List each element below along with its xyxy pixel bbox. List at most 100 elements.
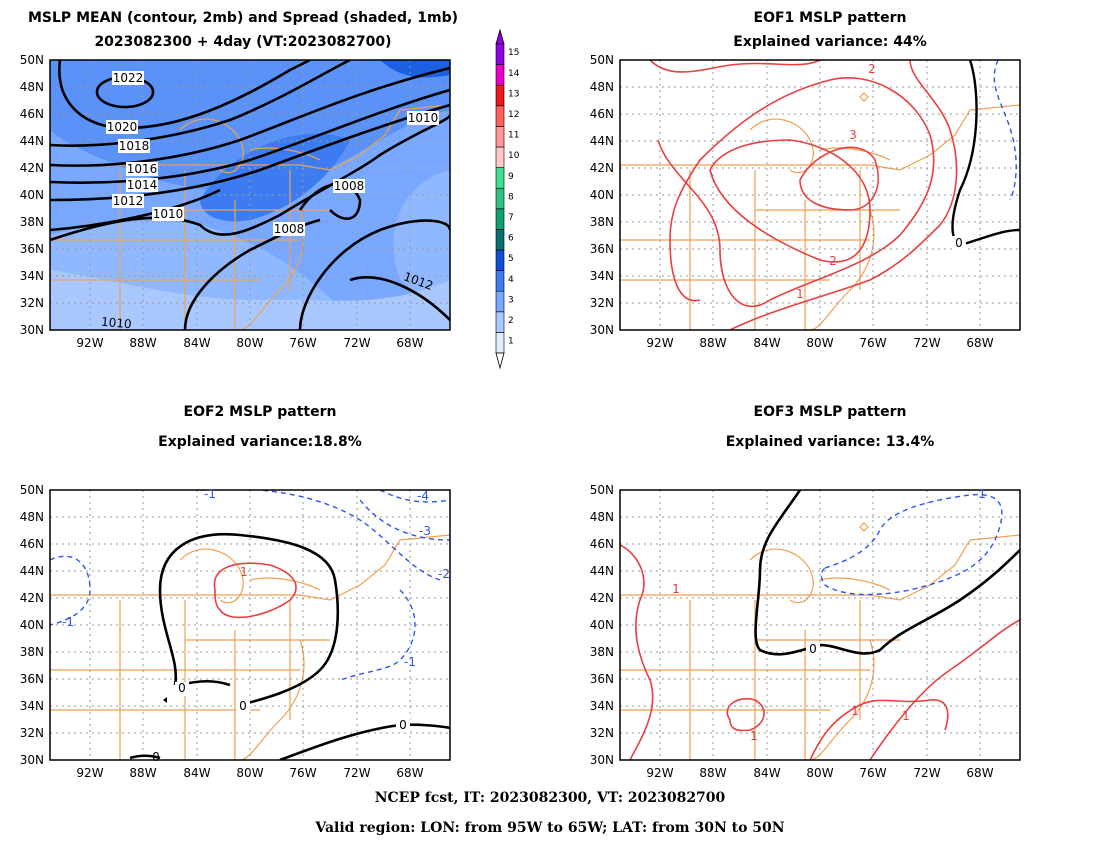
contour-label: 3 bbox=[849, 128, 857, 142]
lon-tick-label: 92W bbox=[646, 336, 673, 350]
lon-tick-label: 88W bbox=[699, 766, 726, 780]
lon-tick-label: 92W bbox=[646, 766, 673, 780]
colorbar-box bbox=[495, 126, 505, 148]
panel3-title-line1: EOF2 MSLP pattern bbox=[183, 404, 337, 420]
contour-label: 1 bbox=[851, 704, 859, 718]
lon-tick-label: 76W bbox=[859, 766, 886, 780]
colorbar-label: 14 bbox=[508, 69, 520, 79]
lon-tick-label: 84W bbox=[183, 336, 210, 350]
panel2-title-line2: Explained variance: 44% bbox=[733, 34, 927, 50]
colorbar-label: 12 bbox=[508, 110, 519, 120]
eof1-positive-contours bbox=[649, 60, 958, 330]
lon-tick-label: 80W bbox=[236, 766, 263, 780]
lat-tick-label: 36N bbox=[20, 672, 44, 686]
lon-tick-label: 88W bbox=[129, 766, 156, 780]
contour-label: 0 bbox=[399, 718, 407, 732]
lon-tick-label: 84W bbox=[753, 336, 780, 350]
spread-shading-4 bbox=[50, 60, 450, 191]
contour-label: 1022 bbox=[113, 71, 144, 85]
lat-tick-label: 42N bbox=[590, 591, 614, 605]
lat-tick-label: 30N bbox=[590, 323, 614, 337]
lon-tick-label: 88W bbox=[129, 336, 156, 350]
lat-tick-label: 30N bbox=[20, 323, 44, 337]
lat-tick-label: 50N bbox=[590, 483, 614, 497]
panel3-contour-labels: -1 -4 -3 -2 -1 -1 1 0 0 0 0 bbox=[62, 487, 450, 764]
lat-tick-label: 40N bbox=[20, 188, 44, 202]
colorbar-label: 13 bbox=[508, 89, 519, 99]
lon-tick-label: 72W bbox=[913, 766, 940, 780]
lat-tick-label: 48N bbox=[590, 510, 614, 524]
panel1-title-line1: MSLP MEAN (contour, 2mb) and Spread (sha… bbox=[28, 10, 458, 26]
colorbar-boxes bbox=[495, 43, 505, 354]
lat-tick-label: 46N bbox=[590, 107, 614, 121]
colorbar-label: 8 bbox=[508, 192, 514, 202]
lat-tick-label: 34N bbox=[20, 269, 44, 283]
panel2-lon-labels: 92W 88W 84W 80W 76W 72W 68W bbox=[646, 336, 993, 350]
grid-lines bbox=[50, 490, 450, 760]
colorbar-box bbox=[495, 229, 505, 251]
lat-tick-label: 46N bbox=[20, 537, 44, 551]
lat-tick-label: 48N bbox=[20, 510, 44, 524]
lon-tick-label: 68W bbox=[966, 766, 993, 780]
colorbar-box bbox=[495, 311, 505, 333]
colorbar-label: 4 bbox=[508, 275, 514, 285]
lat-tick-label: 50N bbox=[20, 483, 44, 497]
contour-label: 1 bbox=[672, 582, 680, 596]
lat-tick-label: 42N bbox=[20, 161, 44, 175]
colorbar-box bbox=[495, 43, 505, 65]
colorbar-box bbox=[495, 146, 505, 168]
panel1-lon-labels: 92W 88W 84W 80W 76W 72W 68W bbox=[76, 336, 423, 350]
panel1-title-line2: 2023082300 + 4day (VT:2023082700) bbox=[94, 34, 392, 50]
lat-tick-label: 32N bbox=[20, 296, 44, 310]
lat-tick-label: 44N bbox=[20, 564, 44, 578]
lat-tick-label: 40N bbox=[590, 618, 614, 632]
panel3-title-line2: Explained variance:18.8% bbox=[158, 434, 362, 450]
lat-tick-label: 50N bbox=[20, 53, 44, 67]
panel4-title-line1: EOF3 MSLP pattern bbox=[753, 404, 907, 420]
lat-tick-label: 48N bbox=[20, 80, 44, 94]
panel4-contour-labels: -1 1 0 1 1 1 bbox=[672, 487, 986, 743]
colorbar-box bbox=[495, 105, 505, 127]
lon-tick-label: 80W bbox=[806, 766, 833, 780]
eof2-negative-contours bbox=[50, 490, 450, 681]
colorbar-box bbox=[495, 270, 505, 292]
lon-tick-label: 92W bbox=[76, 336, 103, 350]
colorbar-label: 2 bbox=[508, 316, 514, 326]
contour-label: 0 bbox=[809, 642, 817, 656]
colorbar-label: 3 bbox=[508, 295, 514, 305]
contour-label: 1008 bbox=[334, 179, 365, 193]
contour-label: 1 bbox=[902, 709, 910, 723]
contour-label: 1010 bbox=[408, 111, 439, 125]
lat-tick-label: 32N bbox=[20, 726, 44, 740]
lon-tick-label: 92W bbox=[76, 766, 103, 780]
eof2-positive-contours bbox=[213, 562, 297, 619]
lat-tick-label: 46N bbox=[20, 107, 44, 121]
lat-tick-label: 40N bbox=[20, 618, 44, 632]
colorbar-bottom-arrow bbox=[495, 352, 505, 370]
lon-tick-label: 76W bbox=[859, 336, 886, 350]
lat-tick-label: 48N bbox=[590, 80, 614, 94]
coastline-border bbox=[50, 534, 450, 760]
lon-tick-label: 72W bbox=[343, 766, 370, 780]
panel1-lat-labels: 50N 48N 46N 44N 42N 40N 38N 36N 34N 32N … bbox=[20, 53, 44, 337]
contour-label: 1020 bbox=[107, 120, 138, 134]
panel3-lat-labels: 50N 48N 46N 44N 42N 40N 38N 36N 34N 32N … bbox=[20, 483, 44, 767]
lon-tick-label: 84W bbox=[753, 766, 780, 780]
contour-label: -2 bbox=[438, 567, 450, 581]
colorbar-label: 6 bbox=[508, 234, 514, 244]
contour-label: 0 bbox=[239, 699, 247, 713]
lat-tick-label: 36N bbox=[20, 242, 44, 256]
colorbar-box bbox=[495, 249, 505, 271]
lat-tick-label: 30N bbox=[20, 753, 44, 767]
lat-tick-label: 30N bbox=[590, 753, 614, 767]
panel4-map: -1 1 0 1 1 1 50N 48N 46N 44N 42N 40N 38N… bbox=[590, 483, 1021, 780]
eof1-zero-contour bbox=[951, 60, 1020, 247]
contour-label: 1 bbox=[750, 729, 758, 743]
lat-tick-label: 32N bbox=[590, 296, 614, 310]
contour-label: 0 bbox=[152, 750, 160, 764]
panel4-lat-labels: 50N 48N 46N 44N 42N 40N 38N 36N 34N 32N … bbox=[590, 483, 614, 767]
colorbar-label: 10 bbox=[508, 151, 520, 161]
panel2-lat-labels: 50N 48N 46N 44N 42N 40N 38N 36N 34N 32N … bbox=[590, 53, 614, 337]
lat-tick-label: 32N bbox=[590, 726, 614, 740]
lat-tick-label: 42N bbox=[20, 591, 44, 605]
